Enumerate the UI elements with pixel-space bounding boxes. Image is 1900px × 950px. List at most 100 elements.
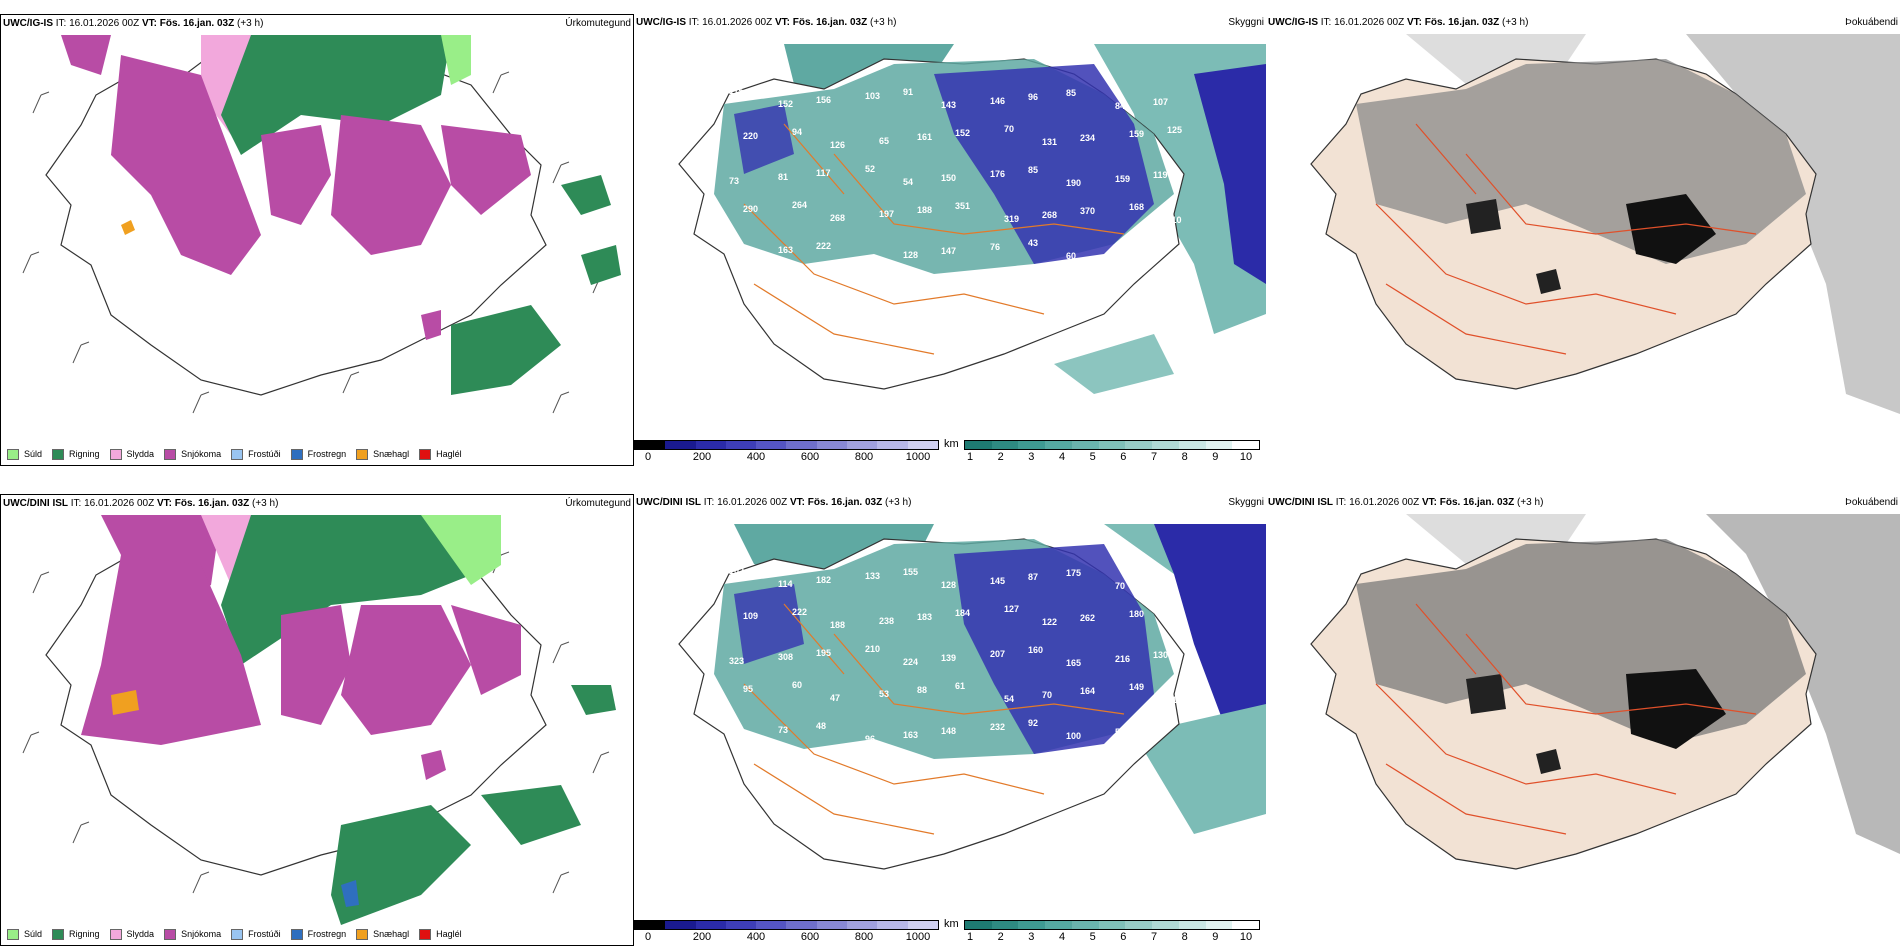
visibility-value-label: 128 bbox=[941, 580, 956, 590]
visibility-value-label: 50 bbox=[1115, 727, 1125, 737]
visibility-value-label: 114 bbox=[778, 579, 793, 589]
panel-title: Úrkomutegund bbox=[565, 18, 631, 29]
model-name: UWC/IG-IS bbox=[636, 17, 686, 28]
colorbar-tick-label: 8 bbox=[1181, 451, 1188, 463]
visibility-value-label: 131 bbox=[1042, 137, 1057, 147]
lead-time: (+3 h) bbox=[885, 497, 912, 508]
legend-label: Slydda bbox=[126, 929, 155, 939]
colorbar-cell bbox=[1018, 441, 1046, 449]
cloud-band bbox=[1686, 34, 1900, 414]
visibility-value-label: 70 bbox=[1042, 690, 1052, 700]
visibility-value-label: 146 bbox=[990, 96, 1005, 106]
legend-item: Snæhagl bbox=[356, 928, 410, 940]
visibility-value-label: 290 bbox=[743, 204, 758, 214]
visibility-value-label: 73 bbox=[778, 725, 788, 735]
colorbar-cells bbox=[634, 920, 939, 930]
colorbar-ticks: 0 200 400 600 800 1000 bbox=[634, 450, 939, 464]
visibility-value-label: 92 bbox=[1028, 718, 1038, 728]
visibility-value-label: 107 bbox=[1153, 97, 1168, 107]
visibility-value-label: 268 bbox=[1042, 210, 1057, 220]
lead-time: (+3 h) bbox=[252, 498, 279, 509]
cloud-band bbox=[1706, 514, 1900, 854]
fog-dark-area bbox=[1536, 749, 1561, 774]
colorbar-cell bbox=[1071, 921, 1099, 929]
colorbar-cell bbox=[786, 921, 817, 929]
lead-time: (+3 h) bbox=[1502, 17, 1529, 28]
visibility-m-colorbar: 0 200 400 600 800 1000 bbox=[634, 440, 939, 464]
colorbar-cell bbox=[847, 921, 878, 929]
colorbar-cell bbox=[816, 921, 848, 929]
precip-legend: Súld Rigning Slydda Snjókoma Frostúði Fr… bbox=[1, 443, 633, 465]
colorbar-cell bbox=[1098, 921, 1126, 929]
colorbar-tick-label: 3 bbox=[1028, 931, 1035, 943]
visibility-value-label: 148 bbox=[941, 726, 956, 736]
visibility-value-label: 54 bbox=[903, 177, 913, 187]
visibility-value-label: 149 bbox=[1129, 682, 1144, 692]
road-network bbox=[743, 123, 1125, 355]
legend-item: Rigning bbox=[52, 448, 100, 460]
colorbar-cell bbox=[877, 441, 908, 449]
it-label: IT: bbox=[1320, 17, 1332, 28]
legend-swatch bbox=[231, 448, 244, 460]
visibility-value-label: 165 bbox=[1066, 658, 1081, 668]
colorbar-tick-label: 1 bbox=[966, 931, 974, 943]
colorbar-cell bbox=[786, 441, 817, 449]
legend-swatch bbox=[52, 448, 65, 460]
visibility-value-label: 156 bbox=[816, 95, 831, 105]
sky-number-group: 102 114 182 133 155 128 145 87 175 70 65 109 222 188 2… bbox=[729, 566, 1182, 744]
legend-swatch bbox=[290, 448, 303, 460]
panel-title: Skyggni bbox=[1228, 497, 1264, 508]
legend-label: Rigning bbox=[69, 449, 100, 459]
fog-dark-area bbox=[1626, 669, 1726, 749]
it-value: 16.01.2026 00Z bbox=[1334, 17, 1405, 28]
legend-label: Frostúði bbox=[248, 929, 281, 939]
colorbar-cell bbox=[695, 441, 726, 449]
visibility-value-label: 60 bbox=[1066, 251, 1076, 261]
legend-item: Haglél bbox=[419, 448, 462, 460]
visibility-value-label: 234 bbox=[1080, 133, 1095, 143]
visibility-value-label: 122 bbox=[1042, 617, 1057, 627]
colorbar-tick-label: 5 bbox=[1089, 451, 1096, 463]
visibility-value-label: 70 bbox=[1115, 581, 1125, 591]
visibility-km-colorbar: 1 2 3 4 5 6 7 8 9 10 bbox=[964, 920, 1260, 944]
visibility-value-label: 48 bbox=[816, 721, 826, 731]
header-row2-precip: UWC/DINI ISL IT: 16.01.2026 00Z VT: Fös.… bbox=[3, 498, 278, 509]
model-name: UWC/IG-IS bbox=[1268, 17, 1318, 28]
sky-panel-row1: UWC/IG-IS IT: 16.01.2026 00Z VT: Fös. 16… bbox=[634, 14, 1266, 464]
visibility-value-label: 147 bbox=[941, 246, 956, 256]
legend-swatch bbox=[231, 928, 244, 940]
bar2-unit: km bbox=[944, 918, 959, 930]
visibility-value-label: 96 bbox=[1028, 92, 1038, 102]
visibility-value-label: 222 bbox=[792, 607, 807, 617]
legend-label: Snæhagl bbox=[373, 449, 410, 459]
low-visibility-area bbox=[934, 64, 1154, 264]
legend-item: Slydda bbox=[109, 928, 155, 940]
colorbar-cells bbox=[964, 920, 1260, 930]
visibility-value-label: 262 bbox=[1080, 613, 1095, 623]
visibility-value-label: 52 bbox=[865, 164, 875, 174]
visibility-value-label: 145 bbox=[990, 576, 1005, 586]
visibility-value-label: 126 bbox=[830, 140, 845, 150]
visibility-value-label: 164 bbox=[1080, 686, 1095, 696]
legend-label: Snæhagl bbox=[373, 929, 410, 939]
colorbar-tick-label: 600 bbox=[800, 931, 820, 943]
colorbar-tick-label: 10 bbox=[1239, 451, 1253, 463]
vt-value: Fös. 16.jan. 03Z bbox=[159, 18, 235, 29]
vt-label: VT: bbox=[1421, 497, 1437, 508]
precip-panel-row1: UWC/IG-IS IT: 16.01.2026 00Z VT: Fös. 16… bbox=[0, 14, 634, 466]
colorbar-cell bbox=[991, 921, 1019, 929]
colorbar-tick-label: 600 bbox=[800, 451, 820, 463]
fog-panel-row2: UWC/DINI ISL IT: 16.01.2026 00Z VT: Fös.… bbox=[1266, 494, 1900, 944]
visibility-value-label: 216 bbox=[1115, 654, 1130, 664]
visibility-value-label: 176 bbox=[990, 169, 1005, 179]
it-label: IT: bbox=[55, 18, 67, 29]
legend-item: Frostregn bbox=[290, 928, 346, 940]
visibility-value-label: 133 bbox=[865, 571, 880, 581]
visibility-value-label: 197 bbox=[879, 209, 894, 219]
visibility-value-label: 128 bbox=[903, 250, 918, 260]
colorbar-tick-label: 9 bbox=[1212, 451, 1219, 463]
it-value: 16.01.2026 00Z bbox=[69, 18, 140, 29]
colorbar-cell bbox=[1071, 441, 1099, 449]
visibility-value-label: 159 bbox=[1115, 174, 1130, 184]
colorbar-tick-label: 200 bbox=[692, 451, 712, 463]
